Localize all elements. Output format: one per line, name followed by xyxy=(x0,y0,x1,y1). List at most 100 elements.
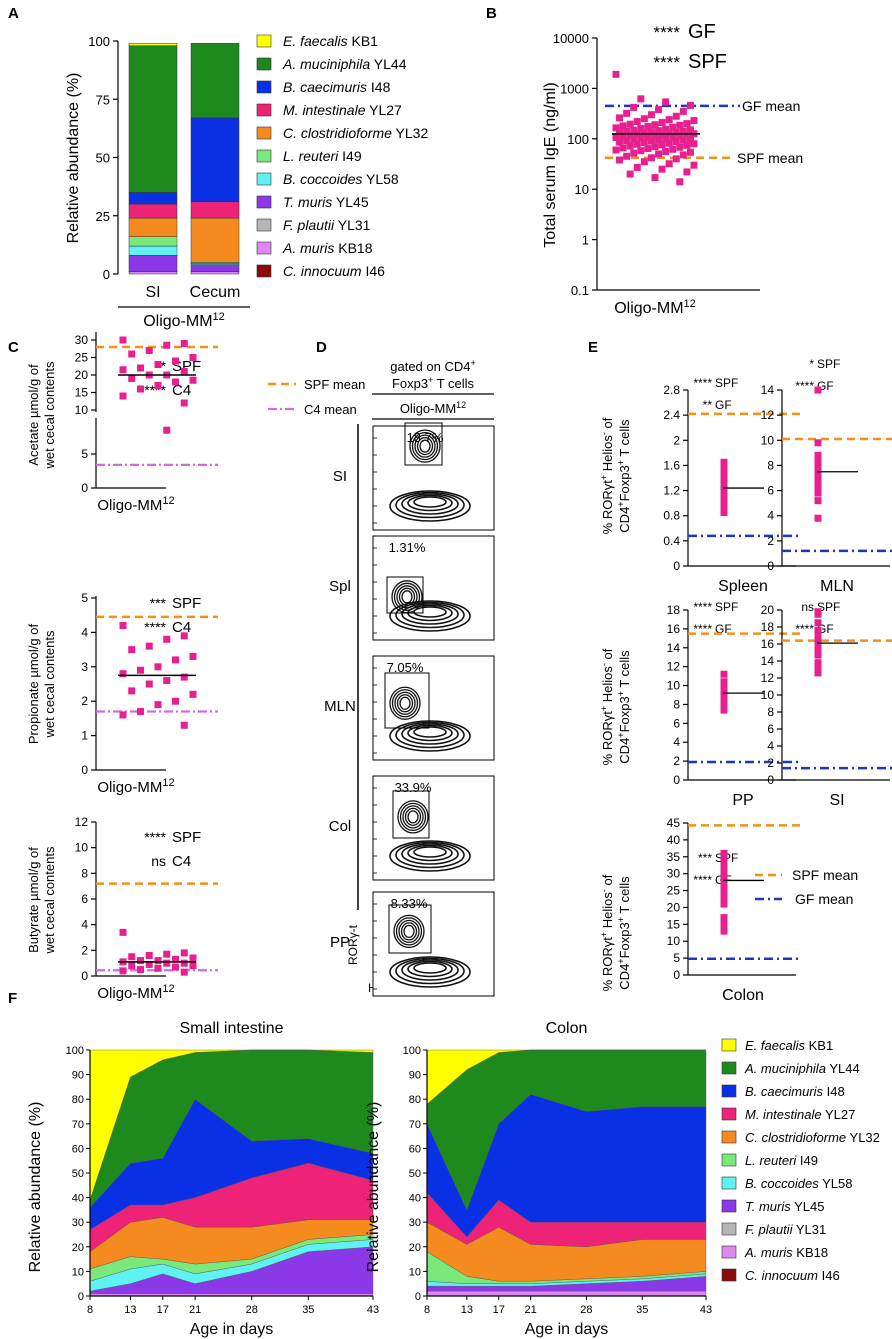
data-point xyxy=(640,158,648,166)
y-tick-label: 25 xyxy=(75,351,89,365)
data-point xyxy=(145,347,153,354)
data-point xyxy=(180,632,188,640)
density-contour xyxy=(395,721,465,749)
data-point xyxy=(163,426,171,434)
gate-percentage: 1.31% xyxy=(389,540,426,555)
data-point xyxy=(644,133,652,141)
label-part: B. caecimuris xyxy=(745,1084,824,1099)
data-point xyxy=(683,131,691,139)
legend-label: A. muris KB18 xyxy=(744,1245,828,1260)
bar-segment xyxy=(190,217,240,263)
density-contour xyxy=(402,805,424,829)
x-tick-label: 28 xyxy=(580,1304,592,1316)
area-series xyxy=(89,1049,374,1201)
density-contour xyxy=(389,600,471,632)
sig-stars: ns xyxy=(151,853,166,869)
label-part: Oligo-MM xyxy=(614,300,683,317)
y-tick-label: 6 xyxy=(81,892,88,906)
y-axis-title: wet cecal contents xyxy=(42,361,57,469)
data-point xyxy=(662,147,670,155)
legend-label: T. muris YL45 xyxy=(745,1199,825,1214)
density-contour xyxy=(389,720,471,752)
y-tick-label: 25 xyxy=(667,884,681,898)
y-tick-label: 40 xyxy=(72,1193,84,1205)
y-tick-label: 20 xyxy=(75,368,89,382)
data-point xyxy=(814,651,822,659)
y-tick-label: 8 xyxy=(767,458,774,472)
y-tick-label: 18 xyxy=(667,603,681,617)
label-part: YL27 xyxy=(365,102,402,118)
legend-swatch xyxy=(721,1268,737,1282)
x-axis-title: Oligo-MM12 xyxy=(97,983,174,1002)
y-tick-label: 0.4 xyxy=(663,534,680,548)
legend-label: B. coccoides YL58 xyxy=(745,1176,852,1191)
y-tick-label: 100 xyxy=(403,1045,421,1057)
y-tick-label: 5 xyxy=(81,591,88,605)
y-tick-label: 40 xyxy=(667,833,681,847)
data-point xyxy=(189,354,197,361)
bar-segment xyxy=(128,217,178,237)
label-part: + xyxy=(599,706,609,711)
label-part: F. plautii xyxy=(283,217,335,233)
y-tick-label: 35 xyxy=(667,850,681,864)
y-axis-title: wet cecal contents xyxy=(42,846,57,954)
data-point xyxy=(676,121,684,129)
label-part: Foxp3 xyxy=(617,465,632,501)
data-point xyxy=(633,140,641,148)
data-point xyxy=(662,134,670,142)
data-point xyxy=(616,114,624,122)
legend-swatch xyxy=(721,1061,737,1075)
label-part: - xyxy=(599,663,609,666)
density-contour xyxy=(407,724,453,742)
bar-segment xyxy=(190,201,240,219)
label-part: C. innocuum xyxy=(283,263,362,279)
y-tick-label: 10 xyxy=(72,1266,84,1278)
density-contour xyxy=(396,585,418,609)
density-contour xyxy=(416,436,434,456)
data-point xyxy=(720,706,728,714)
legend-swatch xyxy=(256,172,272,186)
y-tick-label: 2 xyxy=(673,754,680,768)
y-tick-label: 0 xyxy=(78,1291,84,1303)
sig-stars: **** xyxy=(144,829,166,845)
data-point xyxy=(720,883,728,891)
y-tick-label: 0 xyxy=(81,763,88,777)
data-point xyxy=(189,954,197,962)
y-tick-label: 16 xyxy=(667,622,681,636)
sig-stars: * xyxy=(809,357,814,371)
y-tick-label: 0 xyxy=(103,267,110,282)
y-tick-label: 2 xyxy=(81,694,88,708)
label-part: T cells xyxy=(433,376,474,391)
sig-stars: ns xyxy=(801,600,814,614)
data-point xyxy=(633,118,641,126)
label-part: + xyxy=(616,917,626,922)
sig-stars: ** xyxy=(703,398,713,412)
data-point xyxy=(679,107,687,115)
y-axis-title: % RORγt+ Helios- of xyxy=(599,648,615,765)
label-part: 12 xyxy=(456,400,466,410)
data-point xyxy=(119,670,127,678)
data-point xyxy=(720,701,728,709)
data-point xyxy=(189,376,197,384)
data-point xyxy=(690,161,698,169)
legend-label: E. faecalis KB1 xyxy=(745,1038,833,1053)
y-tick-label: 14 xyxy=(761,654,775,668)
data-point xyxy=(172,963,179,971)
y-tick-label: 20 xyxy=(72,1242,84,1254)
data-point xyxy=(665,160,673,168)
gate-percentage: 8.33% xyxy=(391,896,428,911)
y-tick-label: 0 xyxy=(673,968,680,982)
x-axis-title: Oligo-MM12 xyxy=(97,777,174,796)
y-tick-label: 50 xyxy=(409,1168,421,1180)
label-part: of xyxy=(600,417,615,432)
data-point xyxy=(647,111,655,119)
data-point xyxy=(128,687,136,695)
data-point xyxy=(145,960,153,968)
sig-label: SPF xyxy=(817,600,840,614)
data-point xyxy=(189,652,197,660)
label-part: I49 xyxy=(796,1153,818,1168)
bar-segment xyxy=(128,271,178,275)
sig-label: SPF xyxy=(715,376,738,390)
data-point xyxy=(662,125,670,133)
